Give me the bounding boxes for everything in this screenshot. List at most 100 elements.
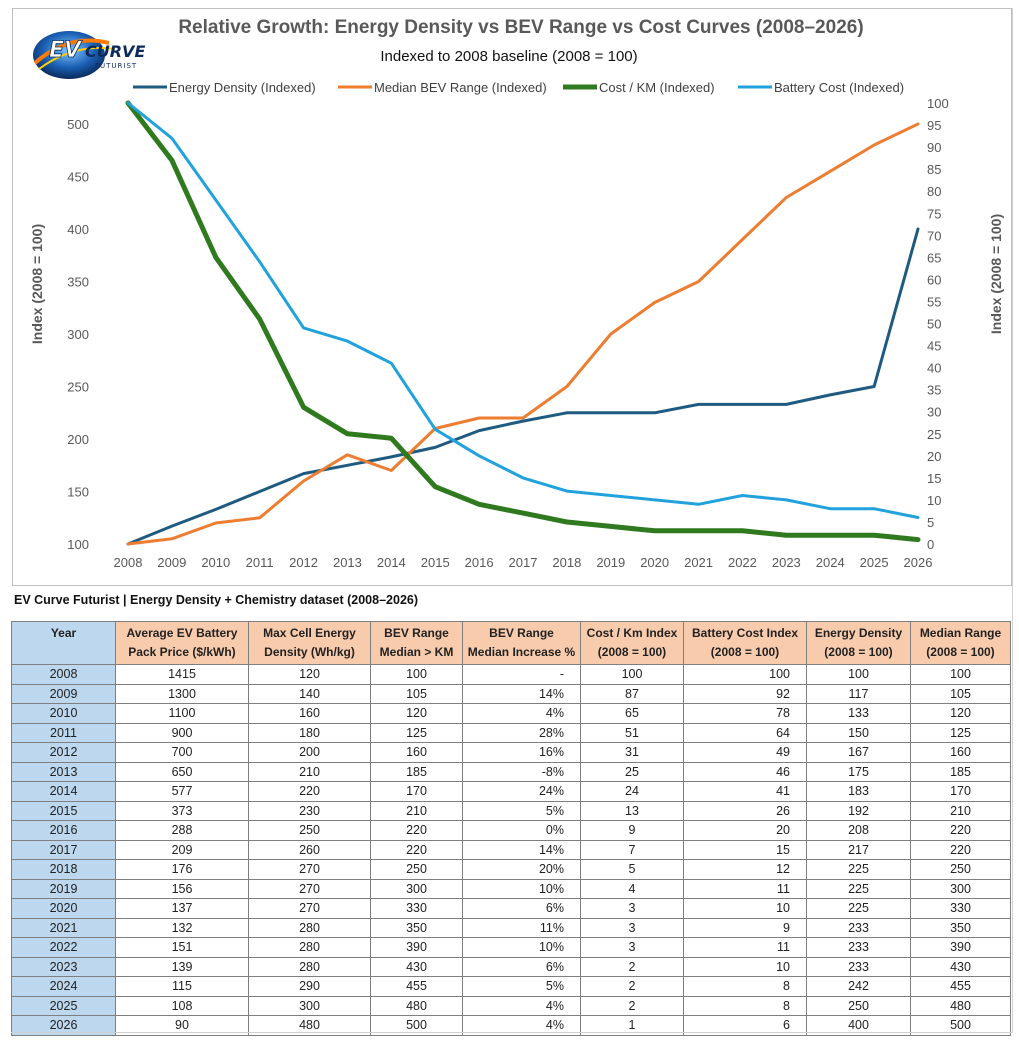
- table-header-cell: BEV Range Median Increase %: [462, 621, 581, 665]
- table-cell: 11: [683, 937, 807, 958]
- table-cell: 225: [806, 898, 911, 919]
- table-cell: 430: [370, 956, 463, 977]
- x-tick: 2021: [684, 555, 713, 570]
- table-row: 2022 151 280 390 10% 3 11 233 390: [11, 937, 1011, 958]
- table-cell: 120: [370, 703, 463, 724]
- table-cell: 64: [683, 722, 807, 743]
- table-row: 2017 209 260 220 14% 7 15 217 220: [11, 839, 1011, 860]
- table-cell: 5%: [462, 800, 581, 821]
- x-tick: 2008: [114, 555, 143, 570]
- table-cell: 0%: [462, 820, 581, 841]
- table-cell: 78: [683, 703, 807, 724]
- table-cell: 156: [115, 878, 249, 899]
- y-tick-right: 65: [927, 250, 941, 265]
- table-cell: 280: [248, 917, 371, 938]
- table-cell: 220: [910, 839, 1011, 860]
- table-cell: 125: [910, 722, 1011, 743]
- table-cell: 373: [115, 800, 249, 821]
- table-row: 2026 90 480 500 4% 1 6 400 500: [11, 1015, 1011, 1036]
- y-tick-right: 0: [927, 537, 934, 552]
- table-cell: 10: [683, 898, 807, 919]
- table-cell: 100: [580, 664, 684, 685]
- y-tick-left: 100: [67, 537, 89, 552]
- table-cell: 480: [910, 995, 1011, 1016]
- table-cell: 1300: [115, 683, 249, 704]
- svg-text:FUTURIST: FUTURIST: [95, 62, 137, 70]
- table-cell: -8%: [462, 761, 581, 782]
- y-tick-left: 450: [67, 170, 89, 185]
- x-tick: 2011: [246, 555, 274, 570]
- series-line-median-bev-range-indexed: [126, 122, 920, 546]
- table-year-cell: 2016: [11, 820, 116, 841]
- table-cell: 175: [806, 761, 911, 782]
- table-row: 2012 700 200 160 16% 31 49 167 160: [11, 742, 1011, 763]
- table-cell: 220: [370, 839, 463, 860]
- table-cell: 133: [806, 703, 911, 724]
- x-tick: 2012: [289, 555, 318, 570]
- table-cell: 10%: [462, 937, 581, 958]
- table-row: 2025 108 300 480 4% 2 8 250 480: [11, 995, 1011, 1016]
- table-year-cell: 2009: [11, 683, 116, 704]
- table-cell: 270: [248, 878, 371, 899]
- table-year-cell: 2017: [11, 839, 116, 860]
- y-axis-label-left: Index (2008 = 100): [29, 224, 45, 344]
- table-cell: 210: [248, 761, 371, 782]
- table-year-cell: 2023: [11, 956, 116, 977]
- table-cell: 1100: [115, 703, 249, 724]
- table-header-cell: Energy Density (2008 = 100): [806, 621, 911, 665]
- table-header-cell: Battery Cost Index (2008 = 100): [683, 621, 807, 665]
- y-tick-right: 40: [927, 361, 941, 376]
- y-tick-left: 300: [67, 327, 89, 342]
- table-cell: 10%: [462, 878, 581, 899]
- table-year-cell: 2022: [11, 937, 116, 958]
- table-row: 2011 900 180 125 28% 51 64 150 125: [11, 722, 1011, 743]
- table-cell: 500: [910, 1015, 1011, 1036]
- table-cell: 2: [580, 956, 684, 977]
- line-chart: Relative Growth: Energy Density vs BEV R…: [29, 17, 1004, 570]
- table-cell: 65: [580, 703, 684, 724]
- table-year-cell: 2015: [11, 800, 116, 821]
- table-cell: 280: [248, 937, 371, 958]
- table-cell: 11%: [462, 917, 581, 938]
- table-cell: 455: [370, 976, 463, 997]
- table-year-cell: 2021: [11, 917, 116, 938]
- y-tick-left: 250: [67, 380, 89, 395]
- table-cell: 4%: [462, 703, 581, 724]
- table-cell: 200: [248, 742, 371, 763]
- y-tick-left: 350: [67, 275, 89, 290]
- series-line-cost-km-indexed: [125, 100, 921, 543]
- table-cell: 400: [806, 1015, 911, 1036]
- x-tick: 2017: [509, 555, 538, 570]
- table-cell: 290: [248, 976, 371, 997]
- table-cell: 139: [115, 956, 249, 977]
- table-row: 2019 156 270 300 10% 4 11 225 300: [11, 878, 1011, 899]
- chart-title: Relative Growth: Energy Density vs BEV R…: [178, 17, 863, 38]
- table-cell: 577: [115, 781, 249, 802]
- table-cell: 700: [115, 742, 249, 763]
- table-cell: 150: [806, 722, 911, 743]
- table-year-cell: 2010: [11, 703, 116, 724]
- table-cell: 192: [806, 800, 911, 821]
- table-header-cell: Cost / Km Index (2008 = 100): [580, 621, 684, 665]
- y-tick-right: 20: [927, 449, 941, 464]
- table-cell: 120: [910, 703, 1011, 724]
- table-cell: 151: [115, 937, 249, 958]
- y-tick-right: 30: [927, 405, 941, 420]
- table-cell: 225: [806, 859, 911, 880]
- table-row: 2010 1100 160 120 4% 65 78 133 120: [11, 703, 1011, 724]
- x-tick: 2016: [465, 555, 494, 570]
- table-cell: 31: [580, 742, 684, 763]
- table-year-cell: 2014: [11, 781, 116, 802]
- svg-text:EV: EV: [49, 38, 83, 63]
- table-header-row: Year Average EV Battery Pack Price ($/kWh)…: [11, 621, 1011, 665]
- table-cell: 208: [806, 820, 911, 841]
- table-row: 2023 139 280 430 6% 2 10 233 430: [11, 956, 1011, 977]
- x-tick: 2022: [728, 555, 757, 570]
- table-row: 2008 1415 120 100-100 100 100 100: [11, 664, 1011, 685]
- table-cell: 220: [370, 820, 463, 841]
- table-cell: 160: [248, 703, 371, 724]
- table-cell: 250: [910, 859, 1011, 880]
- table-cell: 330: [910, 898, 1011, 919]
- table-cell: 6%: [462, 898, 581, 919]
- table-cell: 233: [806, 917, 911, 938]
